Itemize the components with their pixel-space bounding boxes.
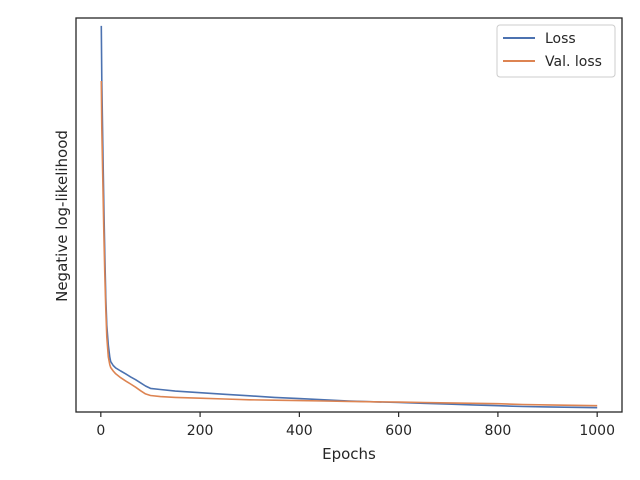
legend-label-val-loss: Val. loss [545, 54, 602, 70]
x-tick-label: 600 [385, 423, 412, 439]
plot-lines [100, 25, 598, 409]
x-tick-label: 200 [187, 423, 214, 439]
x-tick-label: 400 [286, 423, 313, 439]
x-axis-ticks: 0 200 400 600 800 1000 [96, 412, 615, 439]
y-axis-label: Negative log-likelihood [53, 130, 71, 302]
legend: Loss Val. loss [496, 24, 616, 78]
series-line-val-loss [100, 80, 598, 407]
x-tick-label: 800 [485, 423, 512, 439]
x-tick-label: 0 [96, 423, 105, 439]
legend-label-loss: Loss [545, 31, 576, 47]
plot-frame [75, 17, 623, 413]
x-tick-label: 1000 [579, 423, 615, 439]
x-axis-label: Epochs [322, 445, 376, 463]
